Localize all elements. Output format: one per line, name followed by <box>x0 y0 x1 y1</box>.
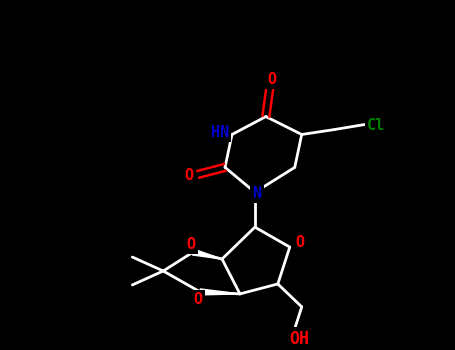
Polygon shape <box>200 289 240 295</box>
Text: HN: HN <box>211 125 229 140</box>
Text: N: N <box>253 186 262 201</box>
Text: O: O <box>267 72 276 87</box>
Text: O: O <box>187 237 196 252</box>
Text: OH: OH <box>290 330 310 348</box>
Text: O: O <box>193 292 202 307</box>
Text: Cl: Cl <box>367 118 385 133</box>
Text: O: O <box>295 234 304 250</box>
Text: O: O <box>185 168 194 183</box>
Polygon shape <box>192 249 222 259</box>
